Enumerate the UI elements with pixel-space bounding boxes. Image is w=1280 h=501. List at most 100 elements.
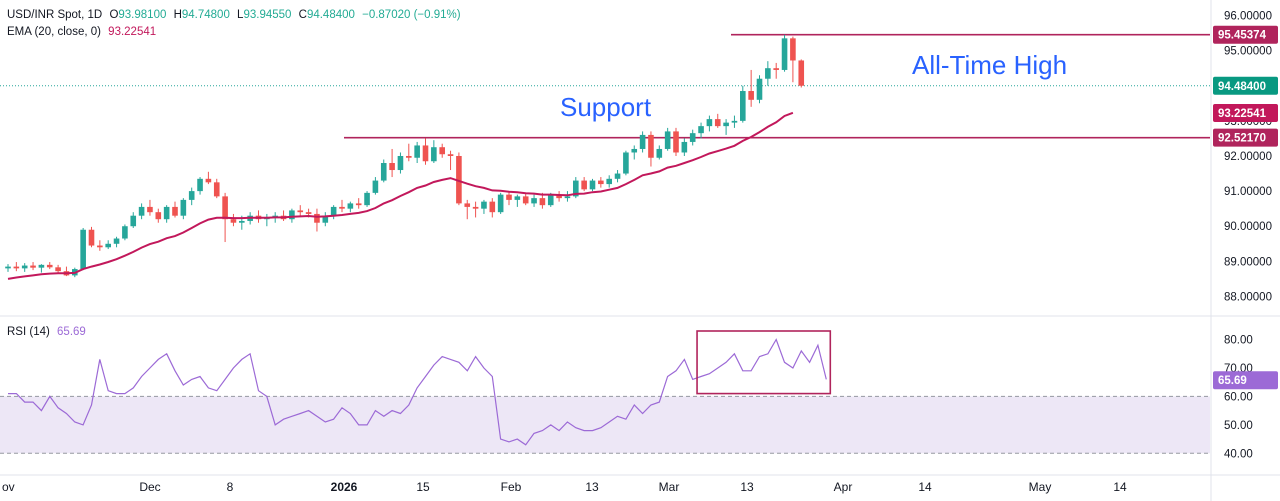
candle-body (330, 206, 337, 216)
candle-body (598, 180, 604, 185)
candle-body (539, 198, 546, 206)
candle-body (322, 215, 329, 223)
candle-body (422, 145, 429, 162)
price-tick-label: 89.00000 (1224, 256, 1272, 268)
candle-body (673, 131, 679, 153)
ema-badge: 93.22541 (1218, 108, 1267, 120)
candle-body (447, 154, 454, 156)
candle-body (472, 206, 479, 209)
candle-body (13, 266, 20, 269)
candle-body (773, 68, 779, 70)
support-annotation: Support (560, 92, 652, 122)
candle-body (573, 180, 579, 197)
candle-body (522, 196, 529, 204)
rsi-tick-label: 40.00 (1224, 448, 1253, 460)
candle-body (631, 148, 638, 153)
time-tick-label: Feb (501, 480, 522, 494)
price-tick-label: 95.00000 (1224, 46, 1272, 58)
candle-body (213, 182, 220, 197)
candle-body (564, 196, 571, 199)
candle-body (397, 155, 404, 171)
rsi-badge-bg (1213, 371, 1278, 390)
rsi-value: 65.69 (57, 326, 86, 338)
candle-body (88, 229, 95, 246)
candle-body (21, 265, 28, 269)
time-tick-label: Apr (834, 480, 853, 494)
rsi-highlight-box (696, 330, 832, 395)
candle-body (289, 210, 295, 220)
support-badge-bg (1213, 128, 1278, 147)
price-tick-label: 96.00000 (1224, 11, 1272, 23)
candle-body (339, 206, 345, 209)
candle-body (38, 264, 45, 268)
ema-line (7, 111, 794, 280)
rsi-label[interactable]: RSI (14) (7, 326, 50, 338)
candle-body (798, 60, 805, 86)
time-tick-label: 8 (227, 480, 234, 494)
ema-legend: EMA (20, close, 0) 93.22541 (7, 26, 156, 38)
candle-body (97, 245, 103, 248)
candle-body (497, 194, 504, 213)
symbol-label[interactable]: USD/INR Spot, 1D (7, 9, 103, 21)
price-tick-label: 92.00000 (1224, 151, 1272, 163)
ema-value: 93.22541 (108, 26, 157, 38)
candle-body (130, 215, 137, 227)
candle-body (305, 212, 312, 214)
candle-body (155, 212, 162, 220)
candle-body (623, 152, 629, 174)
candle-body (30, 265, 36, 268)
candle-body (714, 119, 721, 127)
ath-annotation: All-Time High (912, 50, 1067, 80)
candle-body (464, 203, 471, 207)
candle-body (765, 68, 771, 79)
candle-body (656, 148, 663, 158)
open-value: 93.98100 (118, 9, 167, 21)
candle-body (439, 147, 445, 155)
candle-body (589, 180, 596, 190)
candle-body (556, 194, 562, 199)
candle-body (731, 120, 738, 123)
candle-body (5, 266, 11, 269)
candle-body (614, 173, 621, 179)
candle-body (188, 191, 195, 200)
candle-body (698, 126, 704, 134)
candle-body (431, 147, 437, 162)
time-tick-label: Dec (139, 480, 160, 494)
ema-label[interactable]: EMA (20, close, 0) (7, 26, 101, 38)
candle-body (740, 91, 746, 121)
low-label: L (237, 9, 244, 21)
change-value: −0.87020 (−0.91%) (362, 9, 461, 21)
close-label: C (298, 9, 307, 21)
candle-body (389, 163, 395, 171)
candle-body (790, 38, 796, 61)
candle-body (648, 134, 654, 158)
candle-body (414, 145, 420, 158)
price-tick-label: 88.00000 (1224, 291, 1272, 303)
candle-body (347, 203, 354, 209)
time-tick-label: May (1029, 480, 1052, 494)
ath-badge: 95.45374 (1218, 30, 1267, 42)
candle-body (197, 178, 203, 192)
time-tick-label: 13 (740, 480, 754, 494)
time-tick-label: ov (2, 480, 15, 494)
candle-body (147, 206, 153, 213)
candle-body (172, 206, 178, 216)
time-tick-label: 14 (918, 480, 932, 494)
candle-body (222, 196, 228, 220)
candle-body (606, 178, 612, 185)
candle-body (80, 229, 86, 270)
candle-body (706, 119, 713, 127)
ath-badge-bg (1213, 25, 1278, 44)
candle-body (481, 201, 487, 209)
candle-body (105, 243, 111, 248)
close-value: 94.48400 (306, 9, 355, 21)
candle-body (689, 133, 696, 142)
candle-body (456, 155, 462, 204)
candle-body (205, 178, 212, 183)
high-value: 94.74800 (181, 9, 230, 21)
candle-body (180, 199, 187, 216)
candle-body (314, 213, 320, 223)
ema-badge-bg (1213, 103, 1278, 122)
